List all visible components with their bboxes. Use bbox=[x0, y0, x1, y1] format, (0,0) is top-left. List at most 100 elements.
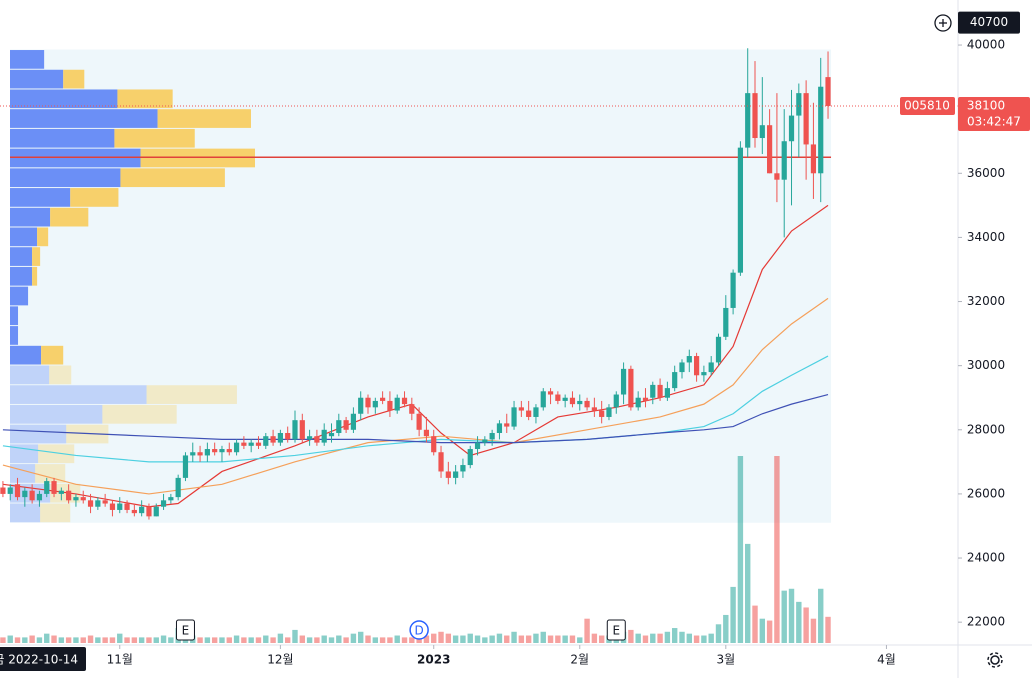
x-tick-label: 4월 bbox=[877, 653, 896, 667]
candle-body bbox=[219, 449, 225, 453]
volume-bar bbox=[810, 618, 817, 643]
volume-bar bbox=[482, 637, 488, 643]
candle-body bbox=[599, 410, 605, 417]
candle-body bbox=[547, 391, 554, 395]
last-price-box bbox=[958, 96, 1030, 131]
candle-body bbox=[168, 497, 174, 501]
volume-bar bbox=[664, 631, 671, 643]
candle-body bbox=[467, 449, 473, 466]
candle-body bbox=[241, 442, 247, 446]
volume-bar bbox=[401, 637, 408, 643]
volume-bar bbox=[270, 637, 276, 643]
candle-body bbox=[715, 336, 722, 363]
volume-bar bbox=[0, 637, 6, 643]
candle-body bbox=[701, 372, 707, 376]
candle-body bbox=[555, 394, 561, 401]
x-tick-label: 2023 bbox=[417, 653, 450, 667]
candle-body bbox=[277, 432, 283, 443]
candle-body bbox=[774, 173, 780, 180]
candle-body bbox=[321, 429, 327, 443]
volume-bar bbox=[248, 637, 254, 643]
candle-body bbox=[504, 423, 510, 427]
candle-body bbox=[650, 384, 656, 398]
volume-bar bbox=[255, 637, 262, 643]
profile-up-bar bbox=[10, 266, 33, 286]
candle-body bbox=[460, 465, 466, 472]
crosshair-date-label: 금 2022-10-14 bbox=[0, 653, 78, 667]
candle-body bbox=[642, 397, 649, 401]
candle-body bbox=[810, 144, 817, 174]
candle-body bbox=[336, 420, 342, 433]
profile-up-bar bbox=[10, 286, 29, 306]
candle-body bbox=[109, 503, 116, 510]
volume-bar bbox=[745, 543, 751, 643]
candle-body bbox=[526, 410, 532, 417]
volume-bar bbox=[445, 633, 452, 643]
volume-bar bbox=[635, 633, 641, 643]
profile-down-bar bbox=[32, 247, 41, 266]
settings-button[interactable] bbox=[987, 652, 1003, 668]
candle-body bbox=[66, 490, 72, 501]
profile-down-bar bbox=[50, 207, 89, 227]
candle-body bbox=[226, 449, 232, 453]
volume-bar bbox=[306, 637, 313, 643]
volume-bar bbox=[263, 635, 269, 643]
volume-bar bbox=[314, 637, 320, 643]
volume-bar bbox=[547, 635, 554, 643]
event-marker[interactable]: E bbox=[175, 619, 195, 641]
event-marker[interactable]: D bbox=[409, 620, 429, 640]
profile-up-bar bbox=[10, 306, 19, 326]
volume-bar bbox=[44, 633, 50, 643]
candle-body bbox=[299, 420, 305, 440]
candle-body bbox=[416, 413, 422, 430]
candle-body bbox=[387, 400, 393, 411]
profile-down-bar bbox=[38, 444, 75, 464]
candle-body bbox=[292, 420, 298, 440]
volume-bar bbox=[774, 456, 780, 643]
profile-down-bar bbox=[49, 365, 72, 385]
event-marker[interactable]: E bbox=[606, 619, 626, 641]
profile-up-bar bbox=[10, 109, 158, 128]
volume-bar bbox=[336, 635, 342, 643]
volume-bar bbox=[474, 635, 481, 643]
volume-bar bbox=[350, 633, 357, 643]
x-tick-label: 11월 bbox=[107, 653, 133, 667]
y-tick-label: 22000 bbox=[967, 615, 1005, 629]
volume-bar bbox=[496, 633, 503, 643]
y-tick-label: 34000 bbox=[967, 230, 1005, 244]
profile-down-bar bbox=[40, 503, 71, 523]
profile-down-bar bbox=[117, 89, 173, 109]
profile-down-bar bbox=[120, 168, 225, 188]
y-tick-label: 26000 bbox=[967, 486, 1005, 500]
profile-down-bar bbox=[63, 69, 85, 89]
profile-down-bar bbox=[32, 266, 38, 286]
add-button[interactable] bbox=[934, 14, 952, 32]
candle-body bbox=[175, 477, 181, 498]
volume-bar bbox=[14, 637, 21, 643]
candle-body bbox=[248, 442, 254, 446]
candle-body bbox=[365, 397, 371, 408]
candle-body bbox=[759, 125, 765, 139]
candle-body bbox=[796, 93, 802, 116]
x-tick-label: 2월 bbox=[570, 653, 589, 667]
profile-down-bar bbox=[114, 128, 195, 148]
volume-bar bbox=[168, 637, 174, 643]
gear-center bbox=[990, 655, 1000, 665]
volume-bar bbox=[679, 631, 685, 643]
candle-body bbox=[511, 407, 517, 427]
volume-bar bbox=[825, 616, 831, 643]
candle-body bbox=[29, 490, 35, 501]
y-tick-label: 32000 bbox=[967, 294, 1005, 308]
candle-body bbox=[752, 93, 758, 139]
volume-bar bbox=[788, 588, 795, 643]
volume-bar bbox=[233, 635, 240, 643]
candle-body bbox=[628, 368, 634, 408]
profile-up-bar bbox=[10, 385, 147, 404]
y-tick-label: 28000 bbox=[967, 422, 1005, 436]
event-label: D bbox=[415, 624, 424, 638]
candle-body bbox=[613, 394, 619, 408]
volume-bar bbox=[766, 620, 773, 643]
candle-body bbox=[394, 397, 400, 411]
